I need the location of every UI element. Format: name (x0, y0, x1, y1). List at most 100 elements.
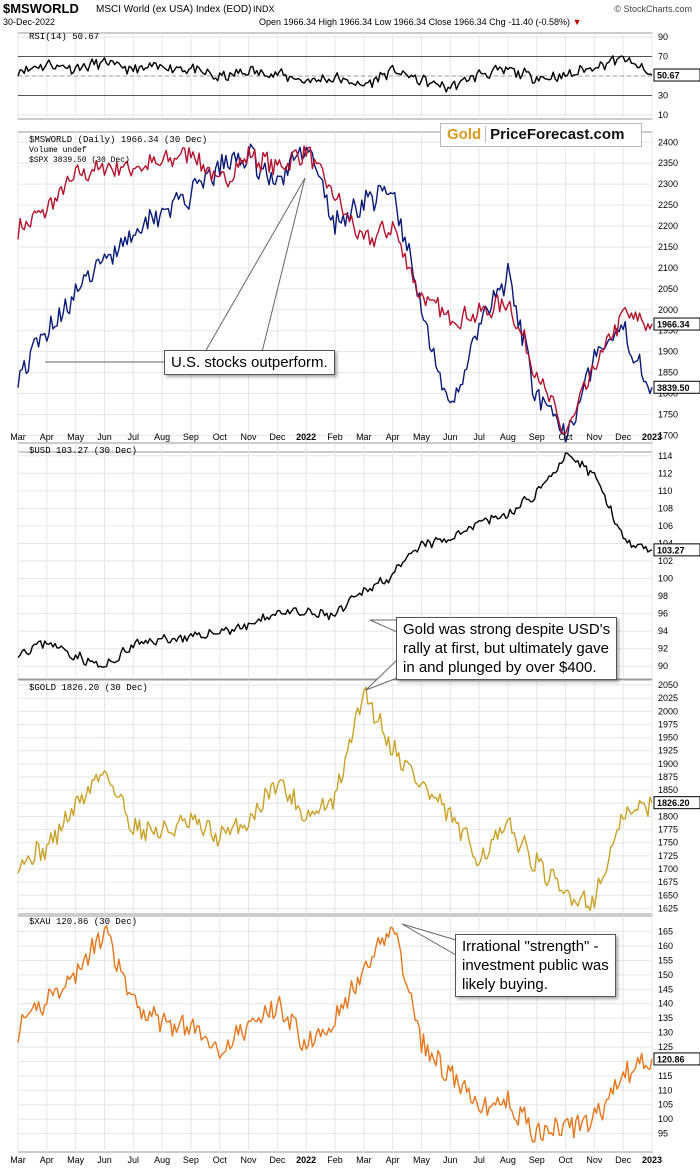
stocks-tick-label: 2400 (658, 137, 678, 147)
gold-tick-label: 1800 (658, 811, 678, 821)
xau-tick-label: 140 (658, 999, 673, 1009)
usd-tick-label: 106 (658, 521, 673, 531)
xau-line (17, 925, 653, 1143)
stocks-value-tag-box (653, 380, 700, 394)
gold-annotation-line2: rally at first, but ultimately gave (403, 640, 609, 657)
usd-value-tag-box (653, 543, 700, 557)
msworld-label: $MSWORLD (Daily) 1966.34 (30 Dec) (29, 135, 208, 145)
stocks-x-tick-label: Jul (473, 432, 485, 442)
stocks-tick-label: 2050 (658, 284, 678, 294)
xau-x-tick-label: Jul (128, 1155, 140, 1165)
usd-tick-label: 96 (658, 609, 668, 619)
gold-tick-label: 1850 (658, 785, 678, 795)
gold-tick-label: 1875 (658, 772, 678, 782)
rsi-tick-label: 10 (658, 110, 668, 120)
volume-label: Volume undef (29, 146, 87, 155)
gold-tick-label: 1675 (658, 877, 678, 887)
xau-tick-label: 130 (658, 1028, 673, 1038)
xau-x-tick-label: Oct (213, 1155, 228, 1165)
xau-x-tick-label: Aug (154, 1155, 170, 1165)
xau-x-tick-label: Sep (529, 1155, 545, 1165)
chart-date: 30-Dec-2022 (3, 17, 56, 27)
xau-x-tick-label: Sep (183, 1155, 199, 1165)
gold-tick-label: 2000 (658, 706, 678, 716)
gold-tick-label: 1775 (658, 825, 678, 835)
stocks-x-tick-label: Mar (356, 432, 372, 442)
xau-x-tick-label: Apr (40, 1155, 54, 1165)
gold-value-tag-box (653, 796, 700, 810)
stocks-panel: 1700175018001850190019502000205021002150… (17, 131, 700, 453)
stocks-value-tag-box (653, 317, 700, 331)
rsi-value-tag: 50.67 (657, 71, 680, 81)
xau-tick-label: 105 (658, 1100, 673, 1110)
spx-label: $SPX 3839.50 (30 Dec) (29, 156, 130, 165)
xau-annotation-line3: likely buying. (462, 976, 548, 993)
xau-tick-label: 95 (658, 1129, 668, 1139)
stocks-x-tick-label: Nov (241, 432, 258, 442)
stocks-x-tick-label: Dec (269, 432, 286, 442)
gold-tick-label: 1725 (658, 851, 678, 861)
ohlc-readout: Open 1966.34 High 1966.34 Low 1966.34 Cl… (259, 17, 582, 27)
xau-x-tick-label: Mar (356, 1155, 372, 1165)
stocks-x-tick-label: Jun (97, 432, 112, 442)
stocks-tick-label: 1700 (658, 430, 678, 440)
xau-tick-label: 135 (658, 1013, 673, 1023)
symbol-title: $MSWORLD (3, 1, 79, 16)
usd-value-tag: 103.27 (657, 545, 685, 555)
stocks-x-tick-label: Aug (500, 432, 516, 442)
stocks-x-tick-label: May (413, 432, 431, 442)
gold-tick-label: 1900 (658, 759, 678, 769)
stocks-tick-label: 1950 (658, 326, 678, 336)
gold-tick-label: 1925 (658, 746, 678, 756)
xau-tick-label: 155 (658, 955, 673, 965)
gold-value-tag: 1826.20 (657, 798, 690, 808)
xau-x-tick-label: Nov (241, 1155, 258, 1165)
xau-tick-label: 100 (658, 1114, 673, 1124)
xau-x-tick-label: Apr (386, 1155, 400, 1165)
gold-tick-label: 2025 (658, 693, 678, 703)
stocks-tick-label: 2200 (658, 221, 678, 231)
xau-x-tick-label: Jun (443, 1155, 458, 1165)
xau-tick-label: 145 (658, 984, 673, 994)
xau-x-tick-label: Feb (327, 1155, 343, 1165)
gold-tick-label: 1750 (658, 838, 678, 848)
usd-label: $USD 103.27 (30 Dec) (29, 446, 138, 456)
rsi-label: RSI(14) 50.67 (29, 32, 100, 42)
xau-x-tick-label: Nov (586, 1155, 603, 1165)
gold-line (17, 686, 653, 912)
down-arrow-icon: ▼ (572, 17, 582, 27)
xau-annotation-line1: Irrational "strength" - (462, 938, 599, 955)
stocks-x-tick-label: Apr (40, 432, 54, 442)
gold-tick-label: 1650 (658, 890, 678, 900)
xau-tick-label: 160 (658, 941, 673, 951)
usd-tick-label: 108 (658, 503, 673, 513)
goldpriceforecast-logo: Gold PriceForecast.com (440, 123, 642, 147)
gold-annotation-line3: in and plunged by over $400. (403, 659, 597, 676)
usd-tick-label: 102 (658, 556, 673, 566)
gold-annotation: Gold was strong despite USD's rally at f… (396, 617, 618, 680)
stocks-tick-label: 2350 (658, 158, 678, 168)
stocks-x-tick-label: Mar (10, 432, 26, 442)
xau-x-tick-label: 2023 (642, 1155, 662, 1165)
gold-annotation-line1: Gold was strong despite USD's (403, 621, 611, 638)
rsi-value-tag-box (653, 68, 700, 82)
xau-tick-label: 110 (658, 1085, 672, 1095)
usd-tick-label: 110 (658, 486, 672, 496)
spx-line (17, 143, 653, 444)
stocks-x-tick-label: Nov (586, 432, 603, 442)
logo-rest: PriceForecast.com (490, 126, 625, 143)
stocks-tick-label: 1850 (658, 368, 678, 378)
usd-tick-label: 92 (658, 644, 668, 654)
stocks-value-tag: 3839.50 (657, 383, 690, 393)
stocks-x-tick-label: Oct (559, 432, 574, 442)
xau-x-tick-label: May (67, 1155, 85, 1165)
xau-callout-pointer (401, 923, 457, 956)
usd-tick-label: 114 (658, 451, 672, 461)
stocks-x-tick-label: Dec (615, 432, 632, 442)
gold-tick-label: 1700 (658, 864, 678, 874)
xau-value-tag: 120.86 (657, 1054, 685, 1064)
xau-tick-label: 125 (658, 1042, 673, 1052)
logo-gold: Gold (441, 126, 487, 143)
xau-x-tick-label: 2022 (296, 1155, 316, 1165)
stocks-x-tick-label: 2022 (296, 432, 316, 442)
